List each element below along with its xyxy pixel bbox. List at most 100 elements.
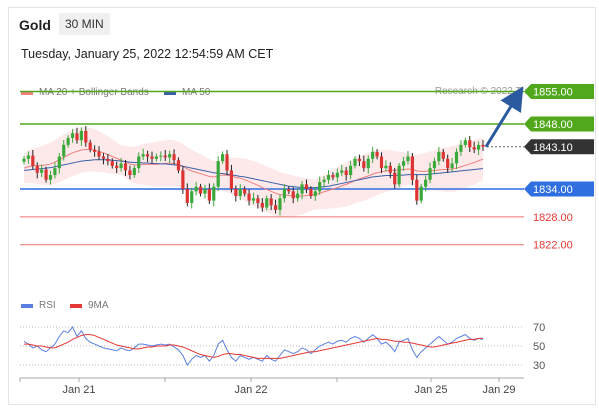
bollinger-bands: [24, 127, 483, 218]
candle-body: [313, 191, 317, 196]
candle: [31, 150, 35, 170]
candle: [282, 184, 286, 203]
candle-body: [251, 198, 256, 201]
candle: [154, 153, 159, 162]
level-label-4: 1822.00: [533, 240, 573, 252]
candle: [428, 162, 432, 184]
current-price-label-text: 1843.10: [533, 142, 573, 154]
candle: [150, 151, 154, 163]
x-tick-label: Jan 22: [234, 384, 267, 396]
level-label-2-text: 1834.00: [533, 184, 573, 196]
candle: [225, 150, 229, 176]
candle-body: [194, 186, 198, 192]
candle: [84, 126, 88, 147]
level-label-0-text: 1855.00: [533, 87, 573, 99]
candle-body: [481, 144, 485, 147]
candle: [419, 183, 423, 204]
candle-body: [300, 184, 304, 194]
candle-body: [256, 198, 260, 203]
candle: [190, 187, 194, 209]
candle: [198, 183, 203, 197]
candle-body: [265, 198, 269, 208]
candle: [44, 166, 48, 183]
candle: [344, 166, 348, 181]
candle-body: [101, 156, 106, 159]
candle: [463, 137, 467, 148]
candle: [243, 186, 247, 197]
candle: [194, 181, 198, 196]
candle-body: [181, 170, 185, 189]
candle-body: [472, 147, 476, 150]
legend-ma20-swatch: [21, 90, 33, 95]
candle-body: [450, 163, 454, 169]
candle: [256, 194, 260, 209]
timeframe-badge[interactable]: 30 MIN: [59, 13, 110, 35]
candle-body: [159, 155, 163, 157]
candle-body: [384, 165, 388, 169]
legend-ma20-label: MA 20 + Bollinger Bands: [39, 87, 149, 98]
candle-body: [123, 163, 128, 171]
candle: [79, 127, 83, 146]
candle: [35, 162, 39, 179]
candle: [115, 161, 119, 173]
candle-body: [353, 158, 357, 166]
candle: [326, 170, 331, 184]
candle: [221, 151, 225, 164]
candle-body: [132, 168, 136, 176]
candle: [251, 192, 256, 205]
current-price-label: 1843.10: [524, 139, 594, 155]
candle-body: [150, 156, 154, 159]
candle: [362, 155, 366, 172]
candle-body: [57, 156, 61, 169]
candle-body: [326, 175, 331, 180]
candle: [450, 157, 454, 172]
level-label-0: 1855.00: [524, 84, 594, 99]
candle-body: [446, 158, 450, 169]
x-tick-label: Jan 25: [414, 384, 447, 396]
candle-body: [260, 202, 264, 208]
candle: [437, 146, 441, 166]
candle: [300, 180, 304, 200]
candle: [291, 187, 295, 204]
candle-body: [40, 169, 44, 173]
candle-body: [35, 165, 39, 173]
candle: [247, 189, 251, 206]
ma50-line: [23, 159, 484, 189]
candle-body: [110, 161, 114, 166]
candle-body: [428, 168, 432, 180]
candle: [66, 135, 70, 148]
rsi-tick-70: 70: [533, 322, 545, 334]
candle: [119, 157, 123, 172]
candle-body: [66, 137, 70, 145]
candle: [410, 153, 414, 186]
candle-body: [79, 130, 83, 141]
candle: [296, 188, 300, 202]
candle-body: [424, 179, 428, 187]
candle: [278, 194, 282, 216]
candle-body: [393, 172, 397, 185]
candle: [269, 194, 273, 211]
candle-body: [145, 154, 150, 157]
candle: [97, 146, 101, 160]
candle: [432, 157, 437, 174]
candle: [168, 150, 172, 163]
candle: [424, 175, 428, 192]
candle-body: [459, 144, 463, 152]
candle: [176, 157, 181, 174]
candle-body: [141, 154, 145, 157]
candle-body: [375, 151, 379, 157]
candle: [265, 195, 269, 211]
candle-body: [344, 170, 348, 176]
level-label-4-text: 1822.00: [533, 240, 573, 252]
candle: [70, 129, 75, 143]
candle-body: [234, 189, 238, 196]
candle-body: [357, 158, 362, 162]
level-label-0-tag: [524, 84, 594, 99]
candle: [203, 184, 207, 199]
candle: [304, 179, 309, 194]
candle-body: [137, 156, 141, 169]
candle: [366, 155, 370, 174]
legend-9ma-label: 9MA: [88, 300, 109, 311]
candle: [163, 150, 167, 161]
